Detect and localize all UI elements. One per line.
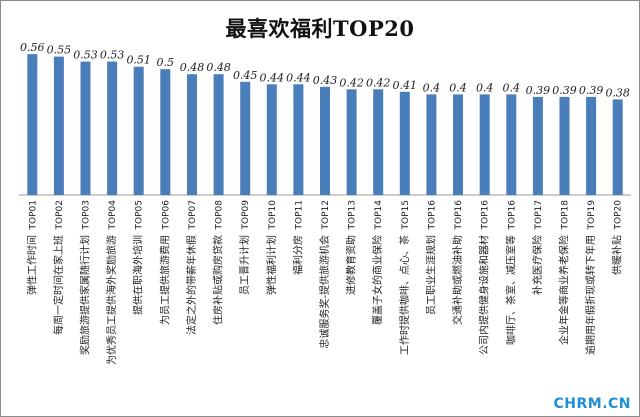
rank-label-4: TOP04 xyxy=(108,200,118,231)
category-label-10: 弹性福利计划 xyxy=(265,235,278,295)
data-label-23: 0.38 xyxy=(605,86,630,99)
bar-9 xyxy=(240,81,251,195)
data-label-3: 0.53 xyxy=(73,49,98,62)
rank-label-14: TOP14 xyxy=(374,200,384,231)
category-label-19: 咖啡厅、茶室、减压室等 xyxy=(504,235,517,345)
category-label-1: 弹性工作时间 xyxy=(25,235,38,295)
data-label-1: 0.56 xyxy=(20,41,45,54)
bar-5 xyxy=(133,66,144,195)
rank-label-18: TOP16 xyxy=(481,200,491,231)
category-label-23: 供暖补贴 xyxy=(611,235,624,275)
rank-label-23: TOP20 xyxy=(614,200,624,231)
rank-label-22: TOP19 xyxy=(587,200,597,231)
rank-label-12: TOP12 xyxy=(321,200,331,230)
category-label-13: 进修教育资助 xyxy=(345,235,358,295)
rank-label-9: TOP09 xyxy=(241,200,251,231)
data-label-8: 0.48 xyxy=(206,61,231,74)
data-label-7: 0.48 xyxy=(180,61,205,74)
bar-8 xyxy=(213,74,224,195)
data-label-21: 0.39 xyxy=(552,84,577,97)
data-label-6: 0.5 xyxy=(157,56,175,69)
bar-2 xyxy=(53,56,64,195)
category-label-6: 为员工提供旅游费用 xyxy=(158,235,171,325)
data-label-13: 0.42 xyxy=(339,76,364,89)
bar-17 xyxy=(453,94,463,195)
rank-label-20: TOP17 xyxy=(534,200,544,230)
category-label-14: 覆盖子女的商业保险 xyxy=(371,235,384,325)
category-label-7: 法定之外的带薪年休假 xyxy=(185,235,198,335)
rank-label-19: TOP16 xyxy=(507,200,517,231)
data-label-14: 0.42 xyxy=(366,76,391,89)
rank-label-15: TOP15 xyxy=(401,200,411,230)
rank-label-7: TOP07 xyxy=(188,200,198,230)
rank-label-17: TOP16 xyxy=(454,200,464,231)
bar-22 xyxy=(586,96,597,195)
data-label-5: 0.51 xyxy=(126,54,151,67)
bar-14 xyxy=(373,89,384,195)
rank-label-13: TOP13 xyxy=(348,200,358,230)
data-label-10: 0.44 xyxy=(260,71,285,84)
data-label-18: 0.4 xyxy=(476,81,494,94)
rank-label-1: TOP01 xyxy=(28,200,38,230)
data-label-9: 0.45 xyxy=(233,69,258,82)
bar-11 xyxy=(293,84,304,195)
rank-label-16: TOP16 xyxy=(427,200,437,231)
bar-6 xyxy=(160,69,171,195)
rank-label-8: TOP08 xyxy=(215,200,225,231)
bar-19 xyxy=(506,94,517,195)
data-label-16: 0.4 xyxy=(423,81,441,94)
data-label-22: 0.39 xyxy=(579,84,604,97)
bar-21 xyxy=(559,96,570,195)
rank-label-3: TOP03 xyxy=(82,200,92,230)
category-label-15: 工作时提供咖啡、点心、茶 xyxy=(398,235,411,355)
category-label-18: 公司内提供健身设施和器材 xyxy=(478,235,491,355)
category-label-3: 奖励旅游提供家属随行计划 xyxy=(79,235,92,355)
rank-label-10: TOP10 xyxy=(268,200,278,231)
bar-10 xyxy=(266,84,277,195)
category-label-11: 福利分房 xyxy=(291,235,304,275)
data-label-2: 0.55 xyxy=(47,44,72,57)
category-label-16: 员工职业生涯规划 xyxy=(424,235,437,315)
data-label-11: 0.44 xyxy=(286,71,311,84)
data-label-20: 0.39 xyxy=(526,84,551,97)
category-label-20: 补充医疗保险 xyxy=(531,235,544,295)
category-label-12: 忠诚服务奖-提供旅游机会 xyxy=(318,235,331,349)
rank-label-2: TOP02 xyxy=(55,200,65,230)
bar-18 xyxy=(479,94,490,195)
category-label-2: 每周一定时间在家上班 xyxy=(52,235,65,335)
data-label-4: 0.53 xyxy=(100,49,125,62)
bar-1 xyxy=(27,54,38,195)
rank-label-11: TOP11 xyxy=(294,200,304,230)
data-label-19: 0.4 xyxy=(503,81,521,94)
category-label-4: 为优秀员工提供海外奖励旅游 xyxy=(105,235,118,365)
rank-label-6: TOP06 xyxy=(161,200,171,231)
rank-label-21: TOP18 xyxy=(561,200,571,231)
category-label-9: 员工晋升计划 xyxy=(238,235,251,295)
bar-16 xyxy=(426,94,437,195)
bar-12 xyxy=(320,86,330,195)
category-label-17: 交通补助或燃油补助 xyxy=(451,235,464,325)
bar-13 xyxy=(346,89,357,195)
bar-15 xyxy=(399,91,410,195)
bar-3 xyxy=(80,61,91,195)
bar-23 xyxy=(612,99,623,195)
data-label-12: 0.43 xyxy=(313,74,338,87)
data-label-15: 0.41 xyxy=(393,79,418,92)
bar-20 xyxy=(532,96,543,195)
bar-7 xyxy=(187,74,197,195)
category-label-22: 逾期用年假折现或转下年用 xyxy=(584,235,597,355)
category-label-21: 企业年金等商业养老保险 xyxy=(558,235,571,345)
watermark-logo: CHRM.CN xyxy=(553,396,631,412)
bar-4 xyxy=(107,61,118,195)
rank-label-5: TOP05 xyxy=(135,200,145,230)
chart-title: 最喜欢福利TOP20 xyxy=(225,16,415,41)
data-label-17: 0.4 xyxy=(449,81,467,94)
category-label-8: 住房补贴或购房贷款 xyxy=(212,235,225,325)
category-label-5: 提供在职海外培训 xyxy=(132,235,145,315)
